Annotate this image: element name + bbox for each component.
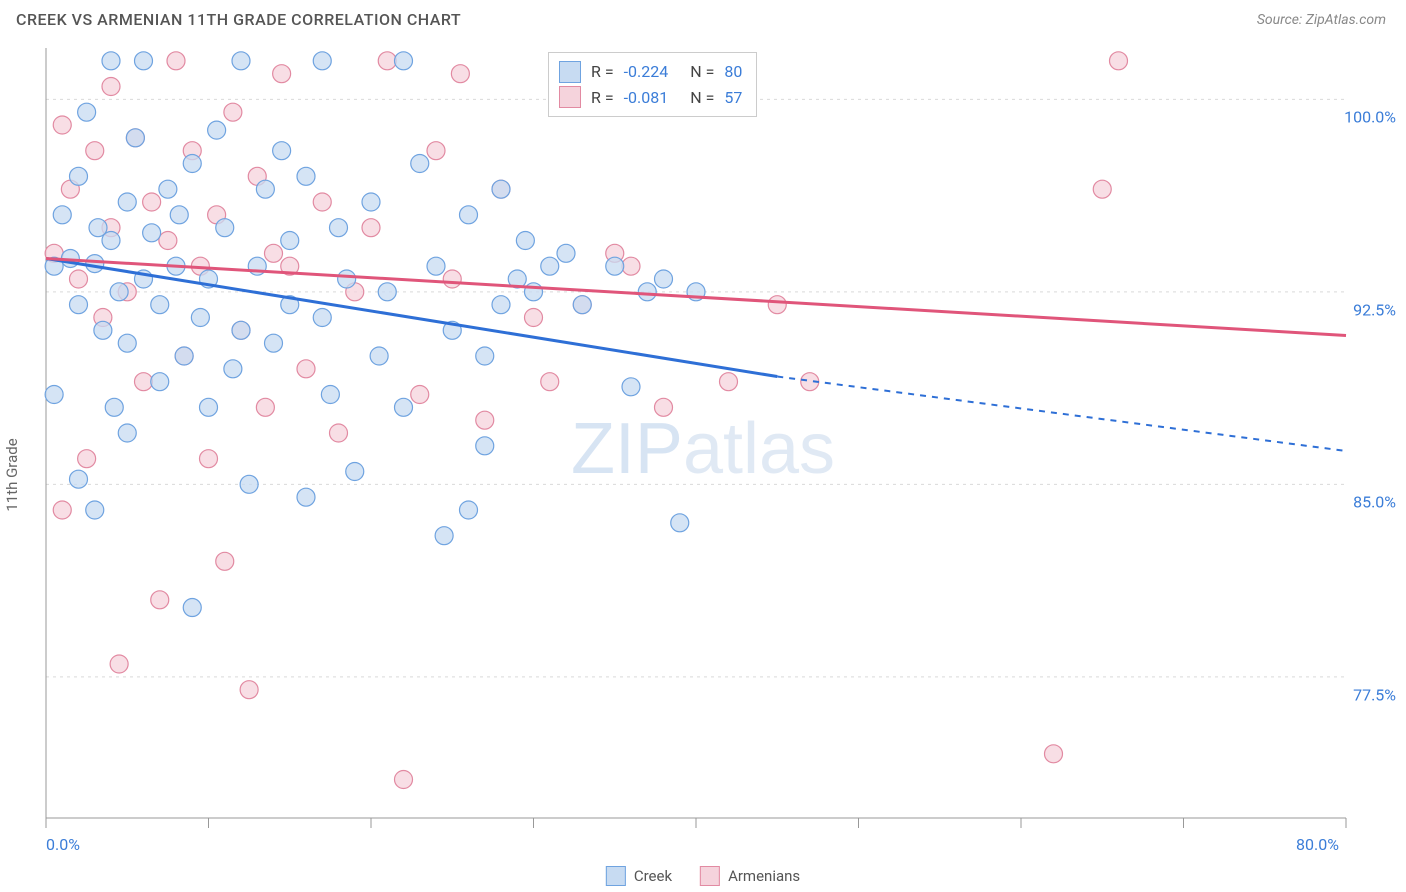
chart-source: Source: ZipAtlas.com (1257, 12, 1386, 28)
legend-label: Creek (634, 867, 672, 885)
correlation-row: R = -0.224N = 80 (559, 59, 742, 85)
y-tick-label: 92.5% (1353, 300, 1396, 319)
legend-item: Creek (606, 866, 672, 886)
correlation-legend: R = -0.224N = 80R = -0.081N = 57 (548, 52, 757, 117)
series-swatch (559, 61, 581, 83)
series-legend: Creek Armenians (606, 866, 800, 886)
y-tick-label: 77.5% (1353, 685, 1396, 704)
series-swatch (700, 866, 720, 886)
x-tick-label: 80.0% (1296, 835, 1339, 854)
series-swatch (559, 86, 581, 108)
legend-item: Armenians (700, 866, 800, 886)
correlation-row: R = -0.081N = 57 (559, 85, 742, 111)
legend-label: Armenians (728, 867, 800, 885)
y-tick-label: 85.0% (1353, 493, 1396, 512)
y-tick-label: 100.0% (1344, 108, 1396, 127)
chart-header: CREEK VS ARMENIAN 11TH GRADE CORRELATION… (0, 0, 1406, 35)
series-swatch (606, 866, 626, 886)
x-tick-label: 0.0% (46, 835, 80, 854)
chart-title: CREEK VS ARMENIAN 11TH GRADE CORRELATION… (16, 10, 461, 29)
scatter-plot (0, 40, 1406, 888)
y-axis-label: 11th Grade (3, 438, 21, 511)
chart-area: 11th Grade ZIPatlas R = -0.224N = 80R = … (0, 40, 1406, 892)
